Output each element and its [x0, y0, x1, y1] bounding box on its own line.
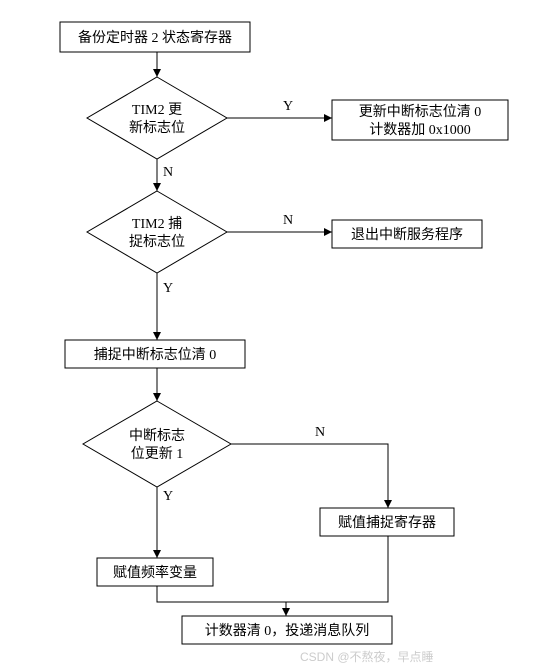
- node-label: 捉标志位: [129, 234, 185, 250]
- flowchart-svg: Y N N Y N Y 备份定时器 2 状态寄存器 TIM2 更新标志位 更新中断标志位清 0 计…: [0, 0, 543, 669]
- node-label: TIM2 更: [132, 103, 182, 118]
- node-label: TIM2 捕: [132, 216, 182, 232]
- edge-label: Y: [283, 99, 293, 114]
- edge-label: N: [315, 425, 325, 440]
- node-label: 赋值捕捉寄存器: [338, 514, 436, 531]
- node-label: 计数器清 0，投递消息队列: [205, 622, 370, 639]
- edge-label: Y: [163, 489, 173, 504]
- node-label: 中断标志: [129, 428, 185, 444]
- node-label: 备份定时器 2 状态寄存器: [78, 29, 232, 46]
- node-label: 位更新 1: [131, 446, 184, 462]
- edge-label: N: [163, 165, 173, 180]
- node-label: 计数器加 0x1000: [369, 122, 471, 138]
- flowchart-node-diamond: [87, 191, 227, 273]
- node-label: 退出中断服务程序: [351, 227, 463, 243]
- edge-label: Y: [163, 281, 173, 296]
- edge-label: N: [283, 213, 293, 228]
- node-label: 新标志位: [129, 120, 185, 136]
- flowchart-node-diamond: [87, 77, 227, 159]
- watermark-text: CSDN @不熬夜，早点睡: [300, 648, 434, 665]
- edge: [286, 536, 388, 602]
- edge: [231, 444, 388, 508]
- flowchart-node-diamond: [83, 401, 231, 487]
- node-label: 更新中断标志位清 0: [359, 104, 482, 120]
- node-label: 赋值频率变量: [113, 564, 197, 581]
- edge: [157, 586, 286, 616]
- node-label: 捕捉中断标志位清 0: [94, 347, 217, 363]
